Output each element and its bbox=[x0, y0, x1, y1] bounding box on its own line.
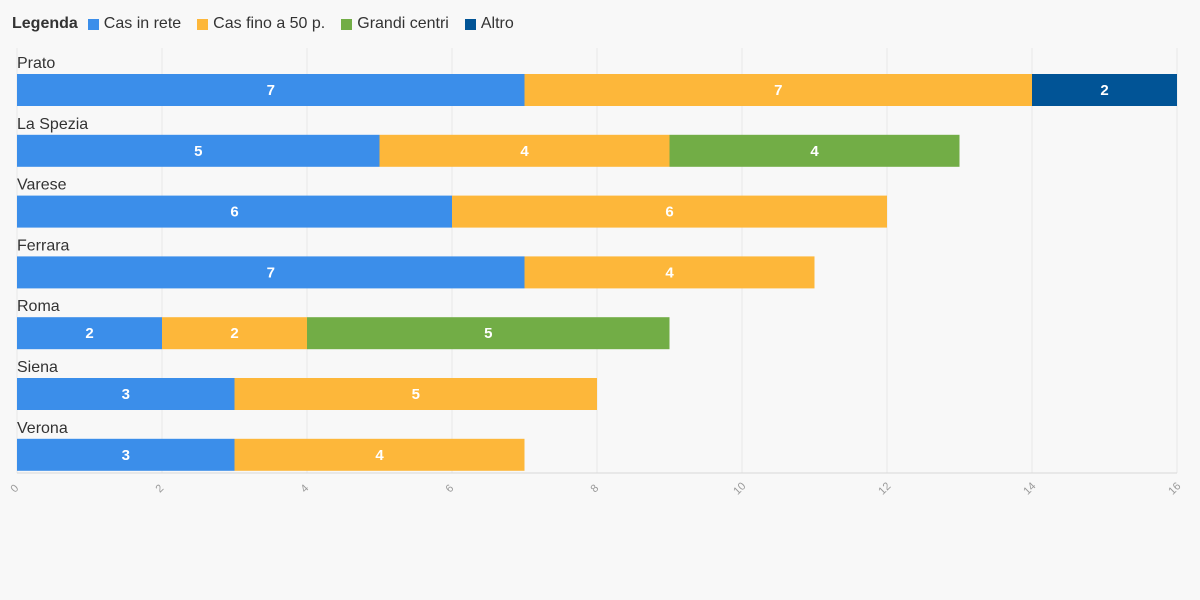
bar-segment bbox=[17, 317, 162, 350]
category-label: Roma bbox=[17, 298, 60, 315]
category-label: Prato bbox=[17, 55, 55, 72]
bar-segment bbox=[234, 378, 597, 410]
bar-segment bbox=[379, 134, 670, 167]
data-label: 5 bbox=[194, 143, 202, 160]
x-tick-label: 8 bbox=[588, 482, 601, 495]
bar-segment bbox=[669, 134, 960, 167]
data-label: 4 bbox=[375, 447, 384, 464]
legend-label: Altro bbox=[480, 15, 514, 32]
data-label: 4 bbox=[665, 264, 674, 281]
legend-title: Legenda bbox=[12, 15, 78, 32]
x-tick-label: 16 bbox=[1166, 480, 1183, 497]
legend-label: Grandi centri bbox=[357, 15, 449, 32]
data-label: 5 bbox=[412, 386, 420, 403]
bar-segment bbox=[17, 134, 380, 167]
category-label: Ferrara bbox=[17, 237, 70, 254]
legend-swatch bbox=[464, 18, 476, 30]
data-label: 5 bbox=[484, 325, 492, 342]
data-label: 4 bbox=[810, 143, 819, 160]
x-tick-label: 14 bbox=[1021, 480, 1038, 497]
x-tick-label: 6 bbox=[443, 482, 456, 495]
bar-segment bbox=[17, 195, 452, 228]
bar-segment bbox=[234, 438, 525, 471]
bar-segment bbox=[17, 438, 235, 471]
x-tick-label: 10 bbox=[731, 480, 748, 497]
data-label: 7 bbox=[774, 82, 782, 99]
legend-item-altro: Altro bbox=[464, 15, 514, 33]
bar-segment bbox=[524, 256, 815, 289]
category-label: Siena bbox=[17, 359, 58, 376]
legend-item-cas-in-rete: Cas in rete bbox=[87, 15, 182, 33]
legend: Legenda Cas in rete Cas fino a 50 p. Gra… bbox=[12, 13, 530, 35]
bar-segment bbox=[1032, 74, 1177, 106]
data-label: 3 bbox=[122, 386, 130, 403]
legend-swatch bbox=[197, 18, 209, 30]
data-label: 7 bbox=[267, 82, 275, 99]
bar-segment bbox=[17, 378, 235, 410]
bar-segment bbox=[17, 256, 525, 289]
data-label: 7 bbox=[267, 264, 275, 281]
x-tick-label: 0 bbox=[8, 482, 21, 495]
data-label: 2 bbox=[230, 325, 238, 342]
data-label: 4 bbox=[520, 143, 529, 160]
x-tick-label: 4 bbox=[298, 482, 311, 495]
x-tick-label: 12 bbox=[876, 480, 893, 497]
bar-segment bbox=[162, 317, 307, 350]
bar-segment bbox=[17, 74, 525, 106]
legend-swatch bbox=[341, 18, 353, 30]
bar-segment bbox=[307, 317, 670, 350]
data-label: 6 bbox=[665, 204, 673, 221]
data-label: 3 bbox=[122, 447, 130, 464]
legend-item-grandi-centri: Grandi centri bbox=[341, 15, 449, 33]
legend-label: Cas in rete bbox=[103, 15, 182, 32]
data-label: 6 bbox=[230, 204, 238, 221]
legend-swatch bbox=[87, 18, 99, 30]
category-label: Verona bbox=[17, 420, 68, 437]
data-label: 2 bbox=[85, 325, 93, 342]
category-label: Varese bbox=[17, 177, 67, 194]
x-tick-label: 2 bbox=[153, 482, 166, 495]
legend-item-cas-fino-a-50: Cas fino a 50 p. bbox=[197, 15, 325, 33]
legend-label: Cas fino a 50 p. bbox=[213, 15, 326, 32]
data-label: 2 bbox=[1100, 82, 1108, 99]
category-label: La Spezia bbox=[17, 116, 88, 133]
bar-segment bbox=[452, 195, 887, 228]
bar-segment bbox=[524, 74, 1032, 106]
